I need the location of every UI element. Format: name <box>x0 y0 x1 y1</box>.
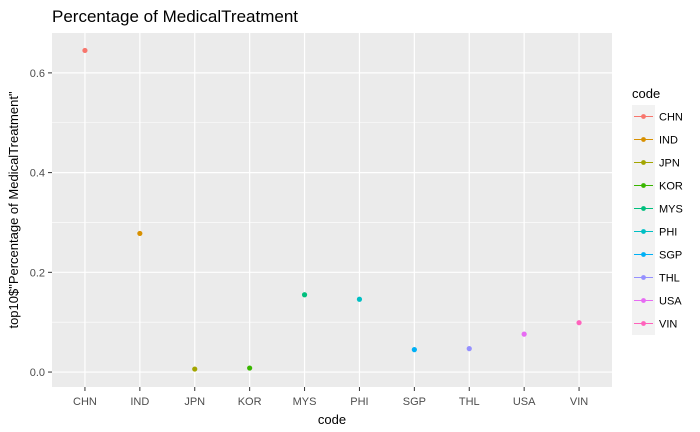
x-tick-label: IND <box>130 396 149 408</box>
legend-label-thl: THL <box>659 273 680 285</box>
legend-key-point <box>641 137 646 142</box>
data-point-phi <box>356 296 363 302</box>
data-point-ind <box>137 230 143 237</box>
y-tick-label: 0.6 <box>30 68 45 80</box>
data-point-usa <box>521 331 527 337</box>
y-tick-label: 0.2 <box>30 267 45 279</box>
legend-label-kor: KOR <box>659 181 683 193</box>
legend-label-usa: USA <box>659 296 682 308</box>
legend-key-point <box>641 160 646 165</box>
legend-label-jpn: JPN <box>659 158 680 170</box>
x-tick-label: PHI <box>350 396 368 408</box>
legend-label-ind: IND <box>659 135 678 147</box>
legend-key-point <box>641 183 646 188</box>
x-tick-label: MYS <box>293 396 317 408</box>
legend-key-point <box>641 114 646 119</box>
chart-title: Percentage of MedicalTreatment <box>52 7 298 26</box>
x-tick-label: CHN <box>73 396 97 408</box>
data-point-sgp <box>411 347 417 353</box>
x-tick-label: THL <box>459 396 480 408</box>
legend: code CHN IND JPN KOR MYS PHI SGP THL USA VIN <box>632 86 683 335</box>
x-axis-ticks: CHN IND JPN KOR MYS PHI SGP THL USA VIN <box>73 387 588 408</box>
x-tick-label: SGP <box>403 396 426 408</box>
legend-label-chn: CHN <box>659 112 683 124</box>
data-point-mys <box>301 292 308 298</box>
data-point-chn <box>82 47 88 54</box>
legend-key-point <box>641 229 646 234</box>
y-tick-label: 0.4 <box>30 168 45 180</box>
x-tick-label: KOR <box>238 396 262 408</box>
data-point-kor <box>247 365 253 371</box>
data-point-thl <box>466 346 472 352</box>
legend-items: CHN IND JPN KOR MYS PHI SGP THL USA VIN <box>632 105 683 335</box>
data-point-jpn <box>192 366 198 372</box>
legend-label-sgp: SGP <box>659 250 682 262</box>
plot-panel <box>52 33 612 387</box>
legend-key-point <box>641 298 646 303</box>
legend-key-point <box>641 321 646 326</box>
legend-label-mys: MYS <box>659 204 683 216</box>
data-points <box>82 47 582 372</box>
x-axis-title: code <box>318 412 346 427</box>
data-point-vin <box>576 320 582 326</box>
legend-title: code <box>632 86 660 101</box>
y-axis-title: top10$"Percentage of MedicalTreatment" <box>6 91 21 328</box>
major-gridlines <box>52 33 612 387</box>
legend-key-point <box>641 275 646 280</box>
legend-label-phi: PHI <box>659 227 677 239</box>
y-tick-label: 0.0 <box>30 367 45 379</box>
legend-key-point <box>641 252 646 257</box>
x-tick-label: JPN <box>184 396 205 408</box>
legend-label-vin: VIN <box>659 319 677 331</box>
y-axis-ticks: 0.0 0.2 0.4 0.6 <box>30 68 52 379</box>
x-tick-label: VIN <box>570 396 588 408</box>
minor-gridlines <box>52 122 612 323</box>
x-tick-label: USA <box>513 396 536 408</box>
legend-key-point <box>641 206 646 211</box>
